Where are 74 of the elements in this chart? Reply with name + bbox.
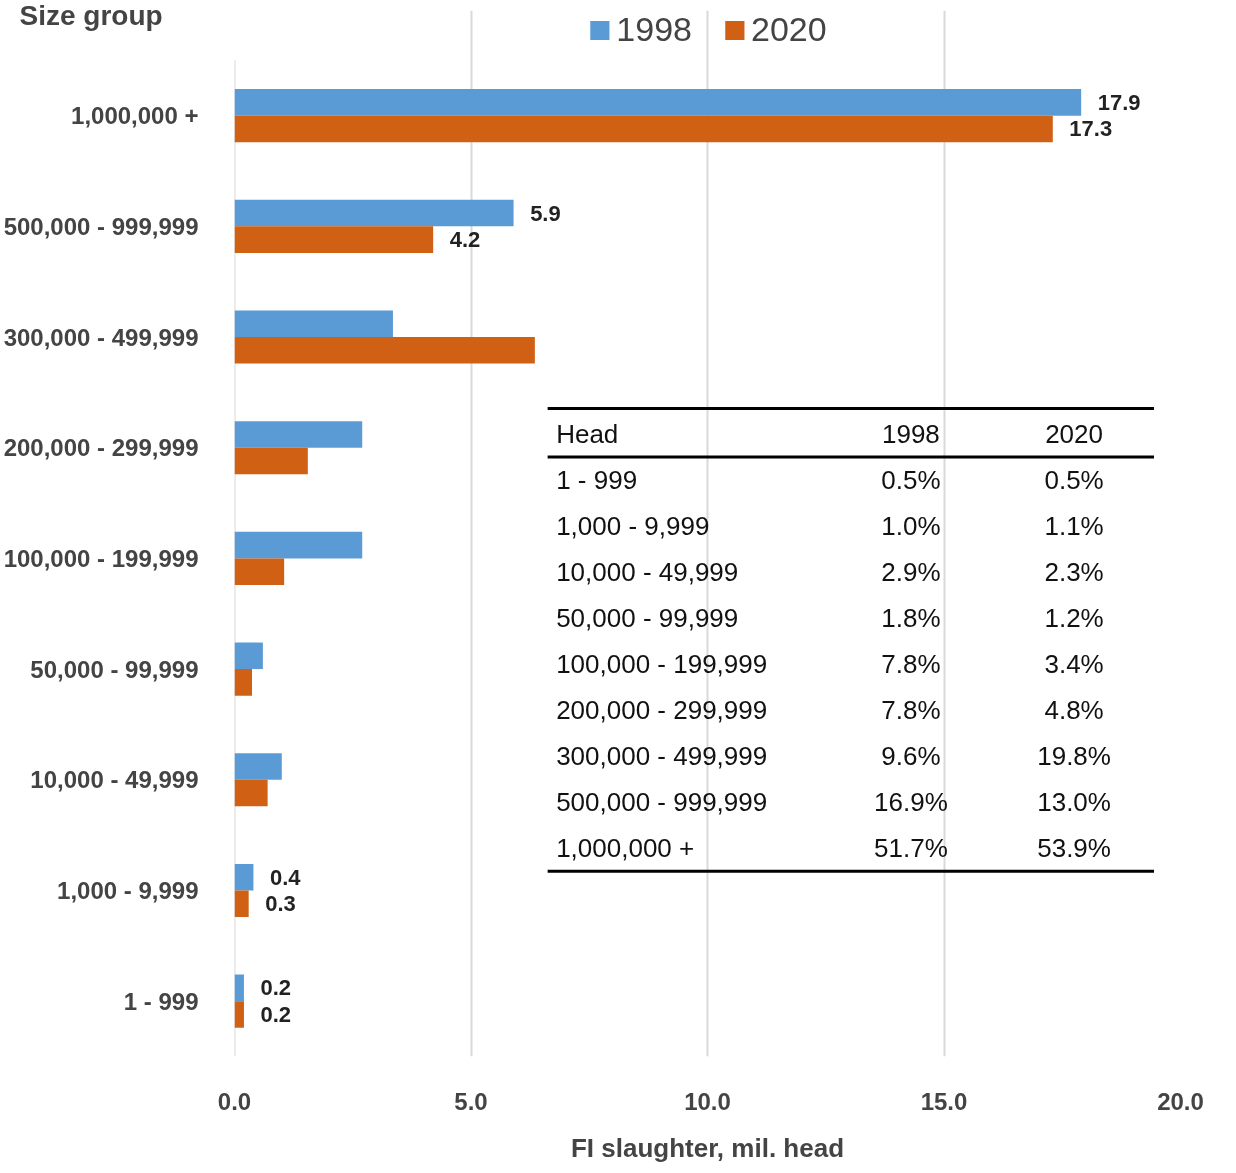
annotation: 51.7% bbox=[874, 833, 948, 864]
annotation: 200,000 - 299,999 bbox=[556, 695, 768, 726]
annotation: 1.0% bbox=[881, 510, 941, 541]
annotation: 2.9% bbox=[881, 557, 941, 588]
legend-label: 1998 bbox=[616, 10, 692, 49]
annotation: 10,000 - 49,999 bbox=[556, 557, 739, 588]
y-tick-label: 300,000 - 499,999 bbox=[3, 323, 199, 351]
annotation: 53.9% bbox=[1037, 833, 1111, 864]
bar bbox=[234, 310, 393, 338]
y-tick-label: 200,000 - 299,999 bbox=[3, 434, 199, 462]
data-label: 17.3 bbox=[1069, 116, 1113, 142]
data-label: 5.9 bbox=[530, 200, 561, 226]
x-tick-label: 20.0 bbox=[1157, 1087, 1204, 1115]
y-tick-label: 10,000 - 49,999 bbox=[30, 766, 199, 794]
bar bbox=[234, 89, 1082, 116]
legend-label: 2020 bbox=[751, 10, 827, 49]
bar bbox=[234, 863, 254, 891]
annotation: 300,000 - 499,999 bbox=[556, 741, 768, 772]
y-tick-label: 50,000 - 99,999 bbox=[30, 655, 199, 683]
bar bbox=[234, 531, 363, 559]
data-label: 0.2 bbox=[260, 1001, 292, 1027]
bar bbox=[234, 890, 249, 918]
annotation: 500,000 - 999,999 bbox=[556, 787, 768, 818]
y-axis-title: Size group bbox=[19, 0, 163, 31]
y-tick-label: 500,000 - 999,999 bbox=[3, 212, 199, 240]
data-label: 0.3 bbox=[265, 891, 296, 917]
x-tick-label: 10.0 bbox=[684, 1087, 731, 1115]
annotation: 1.1% bbox=[1044, 510, 1104, 541]
bar bbox=[234, 337, 535, 364]
annotation: 2.3% bbox=[1044, 557, 1104, 588]
annotation: 2020 bbox=[1045, 418, 1103, 449]
x-tick-label: 0.0 bbox=[217, 1087, 252, 1115]
annotation: 1.8% bbox=[881, 603, 941, 634]
bar bbox=[234, 447, 308, 475]
y-tick-label: 100,000 - 199,999 bbox=[3, 544, 199, 572]
annotation: 50,000 - 99,999 bbox=[556, 603, 739, 634]
annotation: 0.5% bbox=[881, 464, 941, 495]
y-tick-label: 1,000 - 9,999 bbox=[57, 876, 199, 904]
bar bbox=[234, 226, 434, 253]
annotation: 1 - 999 bbox=[556, 464, 638, 495]
x-tick-label: 15.0 bbox=[920, 1087, 968, 1115]
bar bbox=[234, 1001, 244, 1028]
annotation: 1998 bbox=[881, 418, 940, 449]
bar bbox=[234, 779, 268, 807]
annotation: 4.8% bbox=[1044, 695, 1104, 726]
annotation: 3.4% bbox=[1044, 649, 1104, 680]
y-tick-label: 1,000,000 + bbox=[71, 102, 199, 130]
annotation: Head bbox=[556, 418, 619, 449]
annotation: 13.0% bbox=[1037, 787, 1111, 818]
bar bbox=[234, 974, 244, 1002]
data-label: 0.2 bbox=[260, 975, 292, 1001]
bar bbox=[234, 558, 285, 585]
annotation: 1,000,000 + bbox=[556, 833, 695, 864]
bar bbox=[234, 669, 252, 696]
data-label: 17.9 bbox=[1097, 89, 1141, 115]
bar bbox=[234, 115, 1053, 143]
x-axis-title: FI slaughter, mil. head bbox=[570, 1132, 845, 1163]
annotation: 16.9% bbox=[874, 787, 948, 818]
annotation: 7.8% bbox=[881, 695, 941, 726]
annotation: 9.6% bbox=[881, 741, 941, 772]
data-label: 4.2 bbox=[449, 227, 481, 253]
y-tick-label: 1 - 999 bbox=[123, 987, 199, 1015]
annotation: 19.8% bbox=[1037, 741, 1111, 772]
annotation: 1,000 - 9,999 bbox=[556, 510, 710, 541]
bar bbox=[234, 421, 363, 448]
annotation: 7.8% bbox=[881, 649, 941, 680]
annotation: 100,000 - 199,999 bbox=[556, 649, 768, 680]
annotation: 0.5% bbox=[1044, 464, 1104, 495]
bar bbox=[234, 642, 263, 670]
annotation: 1.2% bbox=[1044, 603, 1104, 634]
data-label: 0.4 bbox=[269, 864, 302, 890]
x-tick-label: 5.0 bbox=[454, 1087, 488, 1115]
bar bbox=[234, 199, 514, 227]
bar bbox=[234, 753, 282, 780]
